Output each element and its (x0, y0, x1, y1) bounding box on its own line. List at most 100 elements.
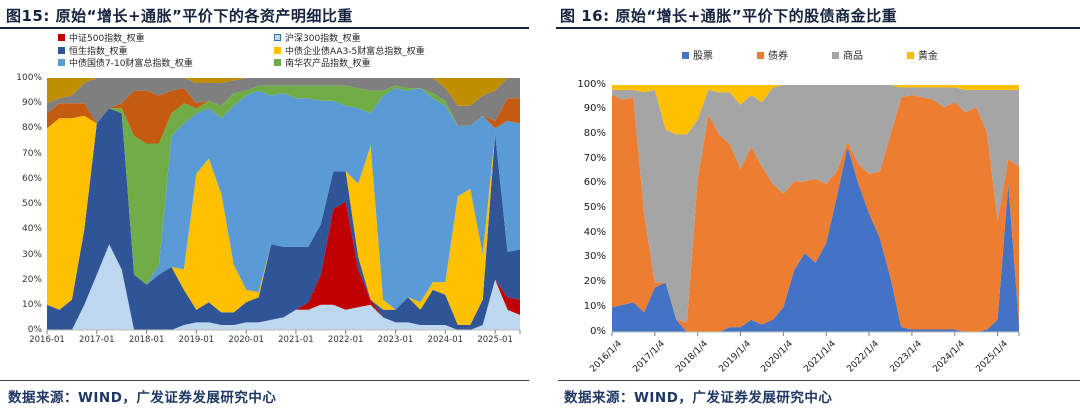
area-series-其他(灰) (47, 78, 520, 126)
figure-16-title-rule (556, 27, 1080, 29)
legend-marker-icon (907, 52, 914, 59)
area-series-沪深300指数_权重 (47, 244, 520, 330)
x-axis-label: 2020/1/4 (759, 339, 796, 375)
x-axis-label: 2025-01 (477, 335, 513, 345)
x-axis-label: 2019/1/4 (716, 339, 753, 375)
figure-15-source: 数据来源：WIND，广发证券发展研究中心 (8, 390, 277, 406)
x-axis-label: 2017/1/4 (631, 339, 667, 375)
y-axis-label: 40% (583, 226, 606, 238)
figure-16-source: 数据来源：WIND，广发证券发展研究中心 (564, 390, 833, 406)
legend-item-债券: 债券 (757, 47, 788, 62)
area-series-黄金 (612, 85, 1019, 135)
stacked-area-plot (46, 78, 521, 334)
y-axis-label: 10% (21, 299, 42, 310)
legend-marker-icon (58, 34, 65, 41)
legend-item-沪深300指数_权重: 沪深300指数_权重 (274, 33, 425, 46)
figure-16-source-rule (558, 380, 1080, 381)
figure-16-panel: 图 16: 原始“增长+通胀”平价下的股债商金比重 股票 债券 商品 黄金 0% 10%… (540, 0, 1080, 412)
y-axis-label: 30% (21, 249, 42, 260)
y-axis-label: 70% (583, 152, 606, 164)
legend-label: 股票 (693, 51, 713, 62)
legend-label: 中债国债7-10财富总指数_权重 (69, 59, 193, 69)
x-axis-label: 2023/1/4 (888, 339, 924, 375)
figure-15-source-rule (0, 380, 529, 381)
y-axis-label: 50% (21, 199, 42, 210)
area-series-债券 (612, 94, 1019, 333)
figure-15-panel: 图15: 原始“增长+通胀”平价下的各资产明细比重 中证500指数_权重 沪深30… (0, 7, 529, 406)
legend-marker-icon (58, 59, 65, 66)
figure-16-legend: 股票 债券 商品 黄金 (540, 47, 1080, 62)
y-axis-label: 90% (583, 103, 606, 115)
legend-item-恒生指数_权重: 恒生指数_权重 (58, 46, 274, 59)
x-axis-label: 2023-01 (377, 335, 414, 345)
legend-item-南华农产品指数_权重: 南华农产品指数_权重 (274, 58, 425, 71)
area-series-股票 (612, 146, 1019, 332)
legend-label: 黄金 (918, 51, 938, 62)
figure-15-title: 图15: 原始“增长+通胀”平价下的各资产明细比重 (6, 7, 353, 25)
legend-marker-icon (832, 52, 839, 59)
area-series-中债企业债AA3-5财富总指数_权重 (47, 108, 520, 325)
y-axis-label: 80% (21, 123, 42, 134)
legend-item-中债国债7-10财富总指数_权重: 中债国债7-10财富总指数_权重 (58, 58, 274, 71)
y-axis-label: 50% (583, 202, 606, 213)
x-axis-label: 2017-01 (79, 335, 115, 345)
x-axis-label: 2021/1/4 (802, 339, 839, 375)
y-axis-label: 100% (16, 73, 42, 83)
x-axis-label: 2019-01 (178, 335, 215, 345)
x-axis-label: 2022-01 (327, 335, 364, 345)
x-axis-label: 2022/1/4 (845, 339, 882, 375)
legend-item-中证500指数_权重: 中证500指数_权重 (58, 33, 274, 46)
area-series-其他(棕) (47, 85, 520, 144)
figure-16-chart: 0% 10% 20% 30% 40% 50% 60% 70% 80% 90% 100% 2016/1/… (540, 0, 1080, 412)
legend-label: 中债企业债AA3-5财富总指数_权重 (285, 46, 425, 57)
x-axis-label: 2021-01 (278, 335, 314, 345)
x-axis-label: 2018-01 (128, 335, 165, 345)
legend-item-中债企业债AA3-5财富总指数_权重: 中债企业债AA3-5财富总指数_权重 (274, 46, 425, 59)
legend-label: 商品 (843, 51, 863, 62)
legend-item-商品: 商品 (832, 47, 863, 62)
area-series-中债国债7-10财富总指数_权重 (47, 88, 520, 310)
y-axis-label: 80% (583, 127, 606, 139)
legend-item-黄金: 黄金 (907, 47, 938, 62)
area-series-南华农产品指数_权重 (47, 85, 520, 285)
y-axis-label: 70% (21, 148, 42, 159)
x-axis-label: 2016/1/4 (588, 339, 625, 375)
y-axis-label: 0% (590, 325, 606, 337)
legend-label: 沪深300指数_权重 (285, 34, 361, 44)
legend-marker-icon (757, 52, 764, 59)
area-series-其他(深黄) (47, 78, 520, 106)
x-axis-label: 2025/1/4 (974, 339, 1010, 375)
y-axis-label: 20% (583, 276, 606, 288)
figure-15-chart: 0% 10% 20% 30% 40% 50% 60% 70% 80% 90% 100% 2016-01… (16, 73, 521, 345)
x-axis-label: 2020-01 (228, 335, 264, 345)
y-axis-label: 100% (577, 78, 606, 90)
y-axis-label: 40% (21, 224, 42, 235)
legend-label: 中证500指数_权重 (69, 34, 145, 44)
x-axis-label: 2016-01 (29, 335, 65, 345)
legend-label: 债券 (768, 51, 788, 62)
legend-label: 南华农产品指数_权重 (285, 59, 371, 69)
legend-marker-icon (274, 34, 281, 41)
area-series-恒生指数_权重 (47, 108, 520, 330)
y-axis-label: 60% (21, 173, 42, 184)
legend-marker-icon (274, 46, 281, 54)
y-axis-label: 90% (21, 98, 42, 109)
legend-marker-icon (682, 52, 689, 59)
area-series-商品 (612, 85, 1019, 323)
y-axis-label: 0% (27, 325, 42, 336)
figure-15-title-rule (0, 27, 529, 29)
y-axis-label: 20% (21, 274, 42, 285)
y-axis-label: 10% (583, 300, 606, 312)
x-axis-label: 2024/1/4 (931, 339, 967, 375)
y-axis-label: 30% (583, 251, 606, 263)
legend-label: 恒生指数_权重 (69, 46, 128, 57)
legend-marker-icon (274, 59, 281, 66)
stacked-area-plot (611, 85, 1020, 336)
x-axis-label: 2018/1/4 (674, 339, 710, 375)
figure-16-title: 图 16: 原始“增长+通胀”平价下的股债商金比重 (560, 7, 898, 25)
legend-marker-icon (58, 46, 65, 54)
legend-item-股票: 股票 (682, 47, 713, 62)
figure-15-legend: 中证500指数_权重 沪深300指数_权重恒生指数_权重 中债企业债AA3-5财富总… (58, 33, 425, 71)
y-axis-label: 60% (583, 177, 606, 189)
